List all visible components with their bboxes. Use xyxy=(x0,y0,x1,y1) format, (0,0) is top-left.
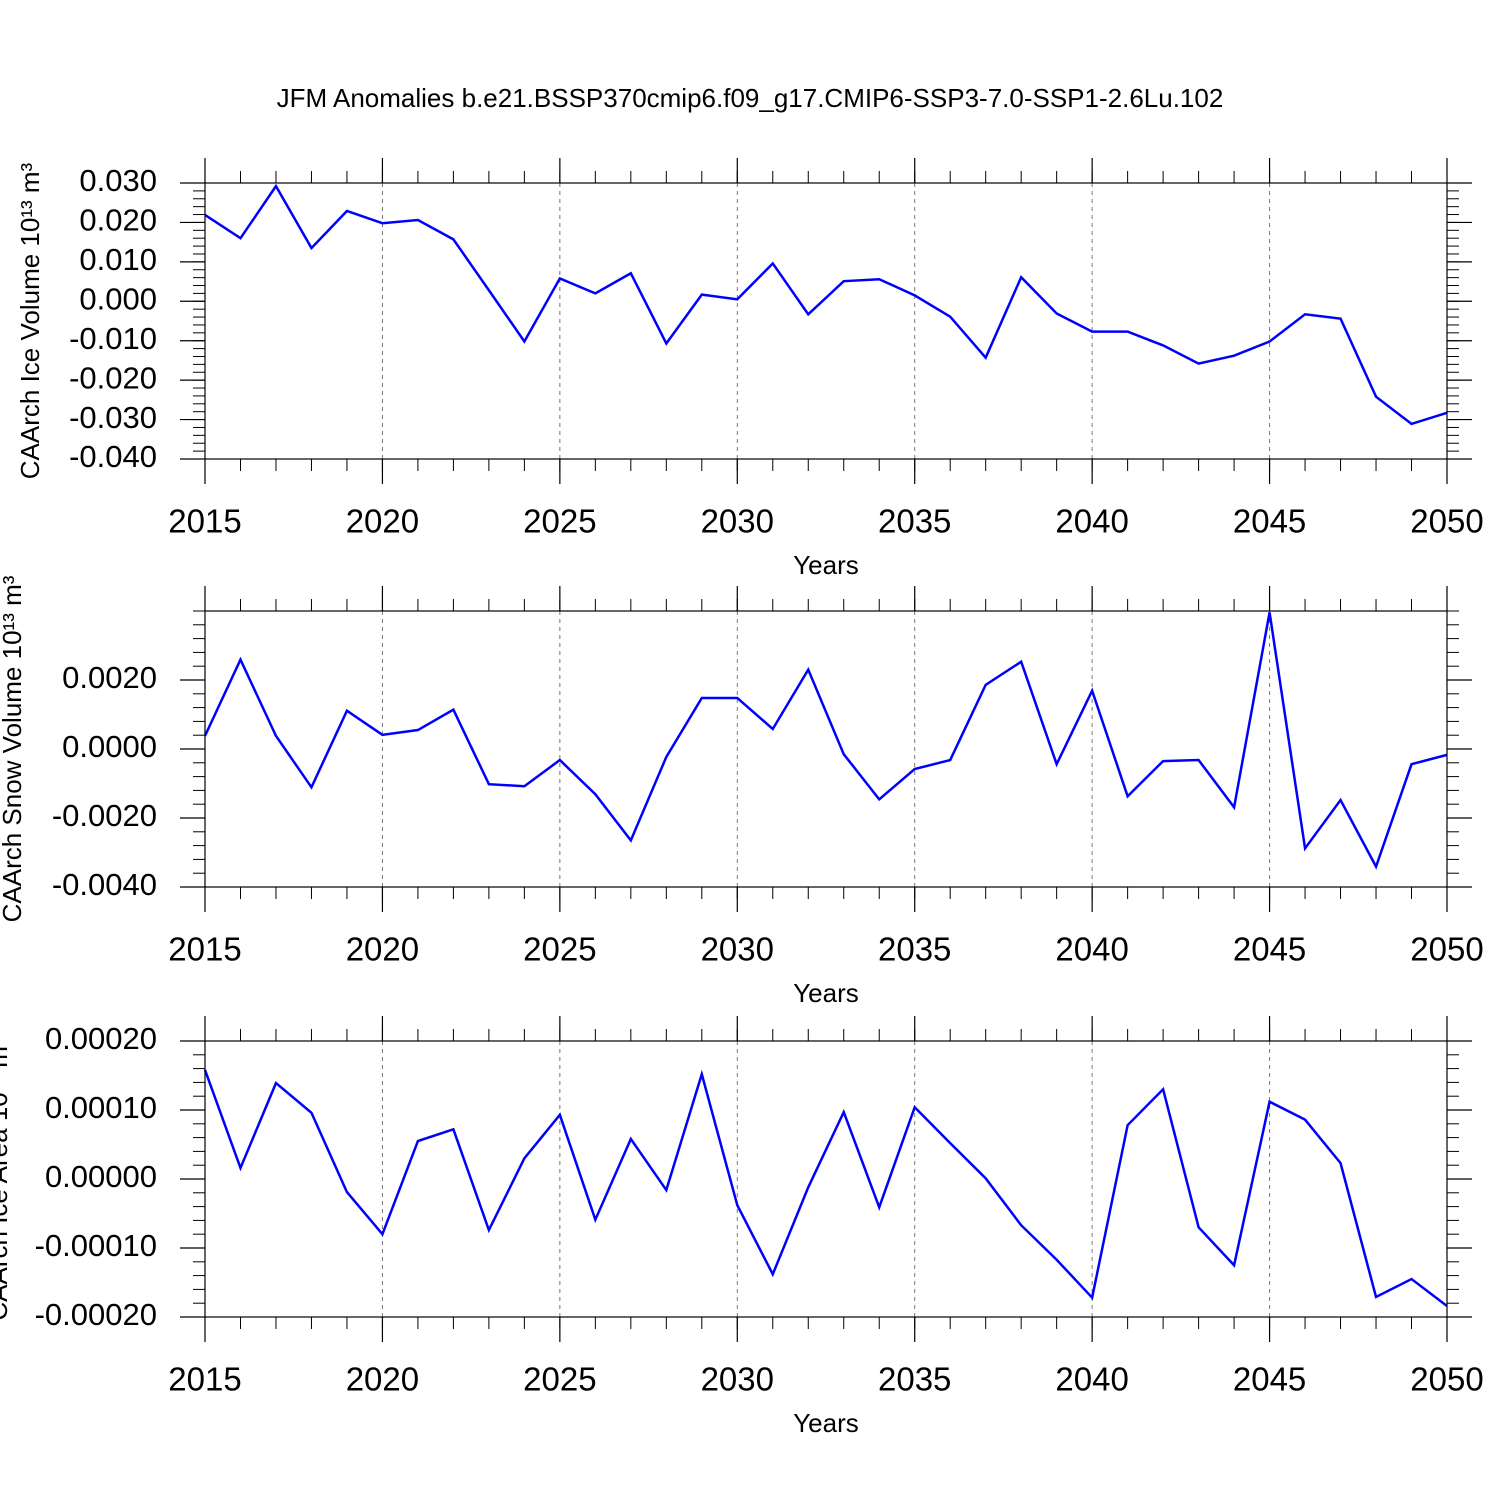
x-tick-label: 2050 xyxy=(1410,931,1483,968)
y-axis-label: CAArch Ice Area 10¹³ m² xyxy=(0,1037,13,1321)
x-tick-label: 2020 xyxy=(346,503,419,540)
y-tick-label: 0.0000 xyxy=(62,729,157,764)
x-tick-label: 2045 xyxy=(1233,1361,1306,1398)
x-axis-label: Years xyxy=(793,1408,859,1438)
x-tick-label: 2030 xyxy=(701,503,774,540)
x-axis-label: Years xyxy=(793,550,859,580)
y-tick-label: 0.00020 xyxy=(45,1021,157,1056)
x-tick-label: 2015 xyxy=(168,931,241,968)
y-tick-label: 0.000 xyxy=(79,281,157,316)
y-tick-label: 0.00000 xyxy=(45,1159,157,1194)
y-tick-label: -0.030 xyxy=(69,400,157,435)
x-tick-label: 2045 xyxy=(1233,931,1306,968)
y-axis-label: CAArch Snow Volume 10¹³ m³ xyxy=(0,575,27,922)
x-tick-label: 2025 xyxy=(523,1361,596,1398)
y-tick-label: -0.00010 xyxy=(35,1228,157,1263)
x-tick-label: 2030 xyxy=(701,931,774,968)
x-tick-label: 2050 xyxy=(1410,1361,1483,1398)
y-tick-label: 0.010 xyxy=(79,242,157,277)
chart-title: JFM Anomalies b.e21.BSSP370cmip6.f09_g17… xyxy=(277,83,1224,113)
x-axis-label: Years xyxy=(793,978,859,1008)
y-tick-label: -0.040 xyxy=(69,439,157,474)
x-tick-label: 2035 xyxy=(878,1361,951,1398)
y-tick-label: -0.020 xyxy=(69,360,157,395)
x-tick-label: 2045 xyxy=(1233,503,1306,540)
x-tick-label: 2015 xyxy=(168,503,241,540)
x-tick-label: 2035 xyxy=(878,931,951,968)
x-tick-label: 2040 xyxy=(1055,931,1128,968)
plot-frame xyxy=(204,182,1448,460)
data-line xyxy=(203,1069,1448,1307)
x-tick-label: 2050 xyxy=(1410,503,1483,540)
y-tick-label: 0.030 xyxy=(79,163,157,198)
y-tick-label: 0.020 xyxy=(79,203,157,238)
y-tick-label: -0.010 xyxy=(69,321,157,356)
y-tick-label: -0.0020 xyxy=(52,798,157,833)
x-tick-label: 2040 xyxy=(1055,503,1128,540)
x-tick-label: 2040 xyxy=(1055,1361,1128,1398)
x-tick-label: 2030 xyxy=(701,1361,774,1398)
x-tick-label: 2035 xyxy=(878,503,951,540)
x-tick-label: 2020 xyxy=(346,931,419,968)
x-tick-label: 2025 xyxy=(523,931,596,968)
x-tick-label: 2015 xyxy=(168,1361,241,1398)
y-tick-label: -0.0040 xyxy=(52,867,157,902)
y-tick-label: -0.00020 xyxy=(35,1297,157,1332)
data-line xyxy=(203,612,1448,870)
plot-frame xyxy=(204,1040,1448,1318)
y-axis-label: CAArch Ice Volume 10¹³ m³ xyxy=(15,162,45,479)
y-tick-label: 0.0020 xyxy=(62,660,157,695)
x-tick-label: 2025 xyxy=(523,503,596,540)
data-line xyxy=(204,183,1448,426)
y-tick-label: 0.00010 xyxy=(45,1090,157,1125)
plot-frame xyxy=(204,610,1448,888)
x-tick-label: 2020 xyxy=(346,1361,419,1398)
